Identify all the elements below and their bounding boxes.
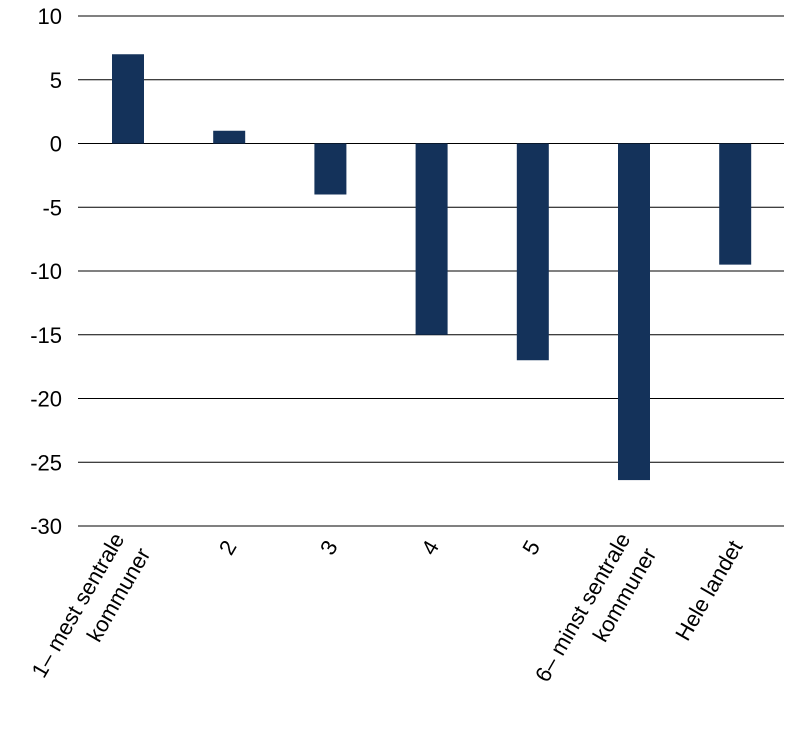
bar xyxy=(516,143,549,361)
x-category-label: 5 xyxy=(517,536,545,559)
y-tick-label: 5 xyxy=(50,68,62,93)
y-axis-tick-labels: 10 5 0 -5 -10 -15 -20 -25 -30 xyxy=(30,4,62,539)
x-category-label-line: 5 xyxy=(517,536,545,559)
y-tick-label: -20 xyxy=(30,387,62,412)
x-category-label: 2 xyxy=(214,536,242,559)
x-category-label: 4 xyxy=(416,536,444,559)
x-category-label: Hele landet xyxy=(670,536,747,645)
y-tick-label: -10 xyxy=(30,259,62,284)
bar xyxy=(415,143,448,335)
bar xyxy=(719,143,752,265)
x-category-label-line: Hele landet xyxy=(670,536,747,645)
bar xyxy=(314,143,347,195)
y-tick-label: -5 xyxy=(42,195,62,220)
x-category-label-line: 2 xyxy=(214,536,242,559)
bar xyxy=(618,143,650,481)
x-category-label-line: 3 xyxy=(315,536,343,559)
bar xyxy=(213,130,246,144)
y-tick-label: -25 xyxy=(30,450,62,475)
y-tick-label: -15 xyxy=(30,323,62,348)
x-category-label-line: 4 xyxy=(416,536,444,559)
x-category-label: 3 xyxy=(315,536,343,559)
bars xyxy=(112,54,752,481)
y-tick-label: 10 xyxy=(38,4,62,29)
y-tick-label: -30 xyxy=(30,514,62,539)
y-tick-label: 0 xyxy=(50,132,62,157)
bar xyxy=(112,54,144,144)
